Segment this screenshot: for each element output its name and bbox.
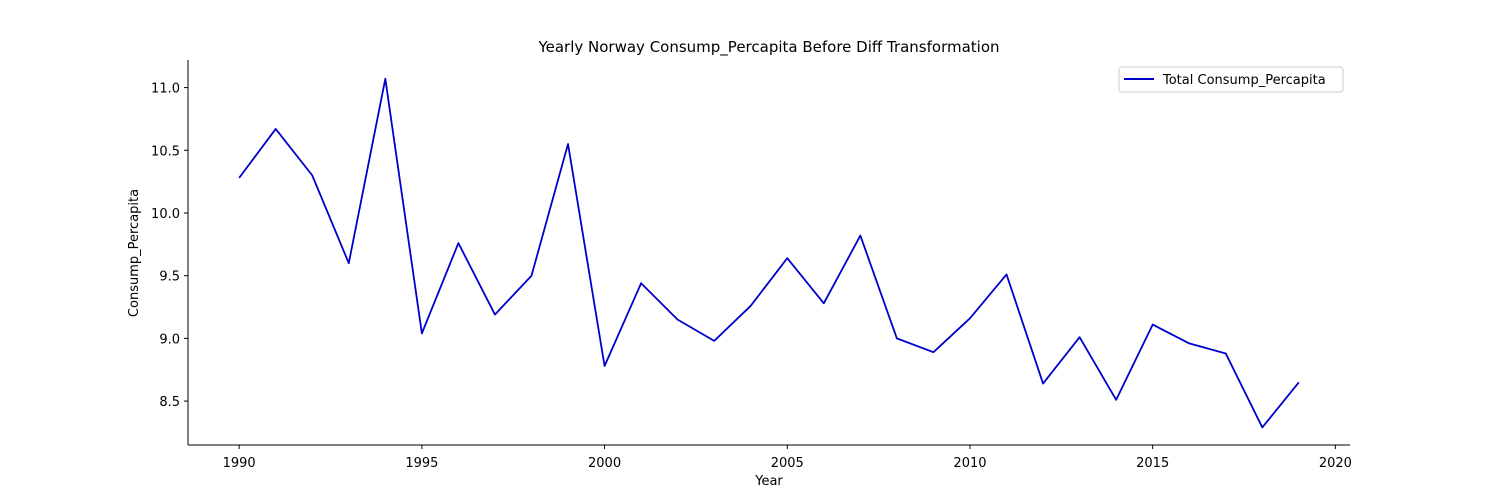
- y-tick-label: 10.5: [151, 144, 180, 159]
- legend-box: [1118, 66, 1344, 93]
- chart-title: Yearly Norway Consump_Percapita Before D…: [537, 38, 999, 57]
- y-tick-label: 9.5: [159, 270, 180, 285]
- y-tick-label: 10.0: [151, 207, 180, 222]
- y-tick-label: 11.0: [151, 82, 180, 97]
- legend: Total Consump_Percapita: [1118, 66, 1344, 93]
- legend-label: Total Consump_Percapita: [1162, 73, 1326, 88]
- x-tick-label: 1995: [405, 456, 438, 471]
- y-axis: 8.5 9.0 9.5 10.0 10.5 11.0: [151, 60, 189, 445]
- x-axis-label: Year: [754, 474, 783, 489]
- x-tick-label: 2005: [771, 456, 804, 471]
- x-tick-label: 2010: [953, 456, 986, 471]
- x-tick-label: 2000: [588, 456, 621, 471]
- y-tick-label: 9.0: [159, 332, 180, 347]
- x-tick-label: 2020: [1319, 456, 1352, 471]
- y-tick-label: 8.5: [159, 395, 180, 410]
- y-axis-label: Consump_Percapita: [127, 189, 142, 317]
- plot-area: [238, 77, 1300, 429]
- x-axis: 1990 1995 2000 2005 2010 2015 2020: [188, 444, 1352, 471]
- x-tick-label: 2015: [1136, 456, 1169, 471]
- x-tick-label: 1990: [223, 456, 256, 471]
- series-line: [238, 77, 1300, 429]
